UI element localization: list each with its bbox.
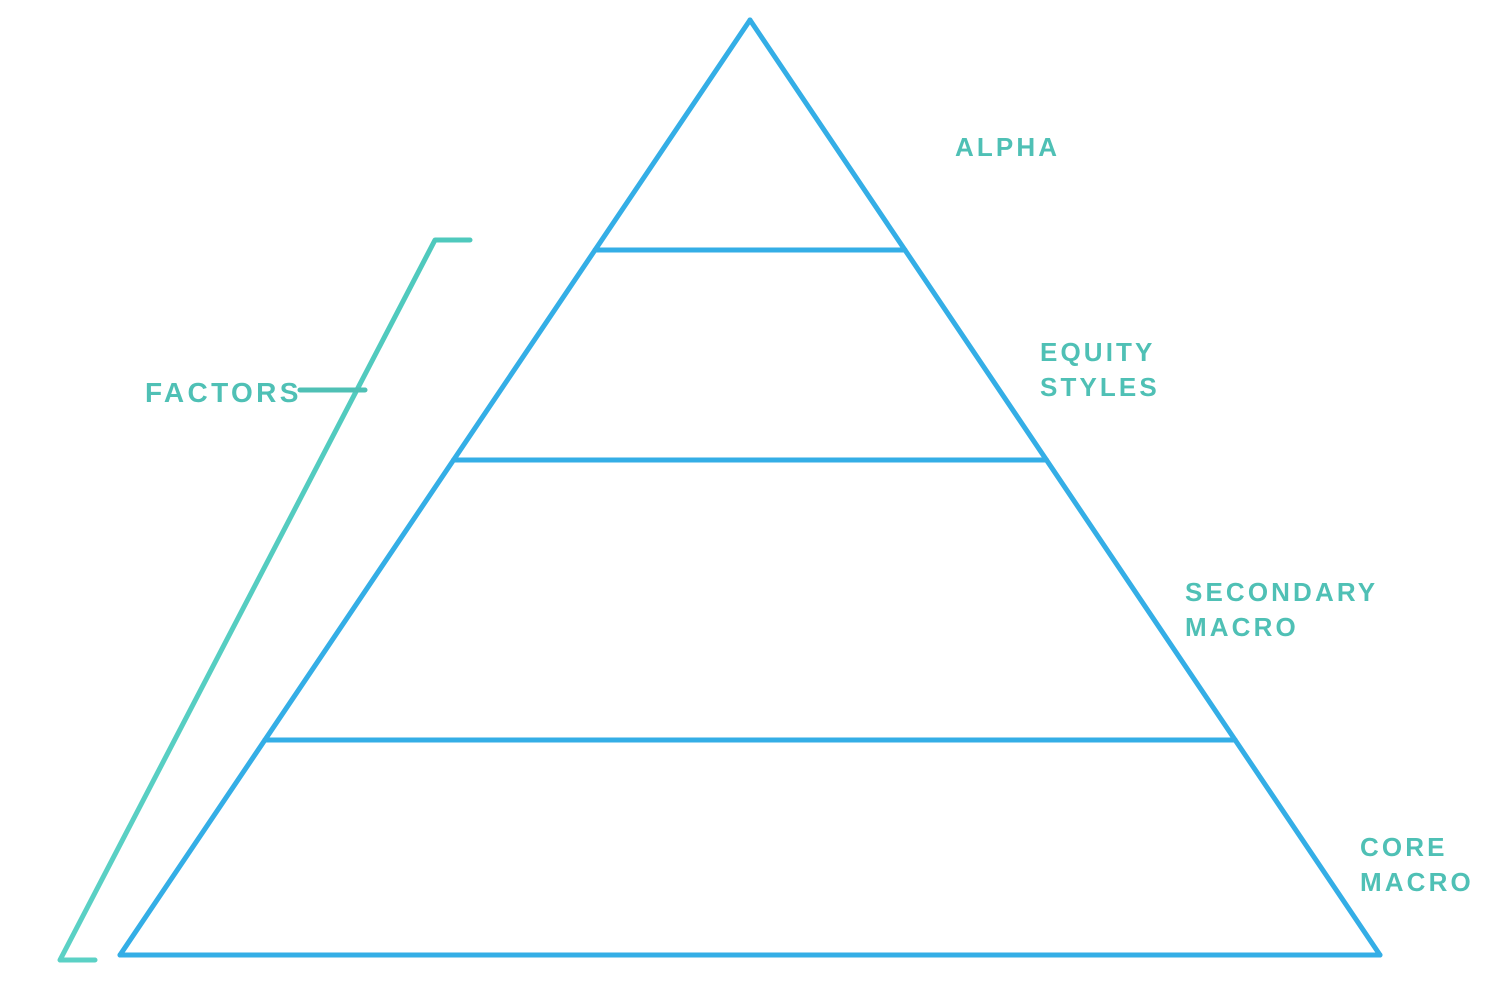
label-secondary-macro: SECONDARY MACRO xyxy=(1185,575,1378,645)
label-factors: FACTORS xyxy=(145,374,302,412)
pyramid-diagram: ALPHA EQUITY STYLES SECONDARY MACRO CORE… xyxy=(0,0,1500,998)
pyramid-outline xyxy=(120,20,1380,955)
label-equity-styles: EQUITY STYLES xyxy=(1040,335,1160,405)
label-alpha: ALPHA xyxy=(955,130,1060,165)
pyramid-svg xyxy=(0,0,1500,998)
label-core-macro: CORE MACRO xyxy=(1360,830,1474,900)
factors-bracket xyxy=(60,240,470,960)
pyramid-dividers xyxy=(265,250,1235,740)
